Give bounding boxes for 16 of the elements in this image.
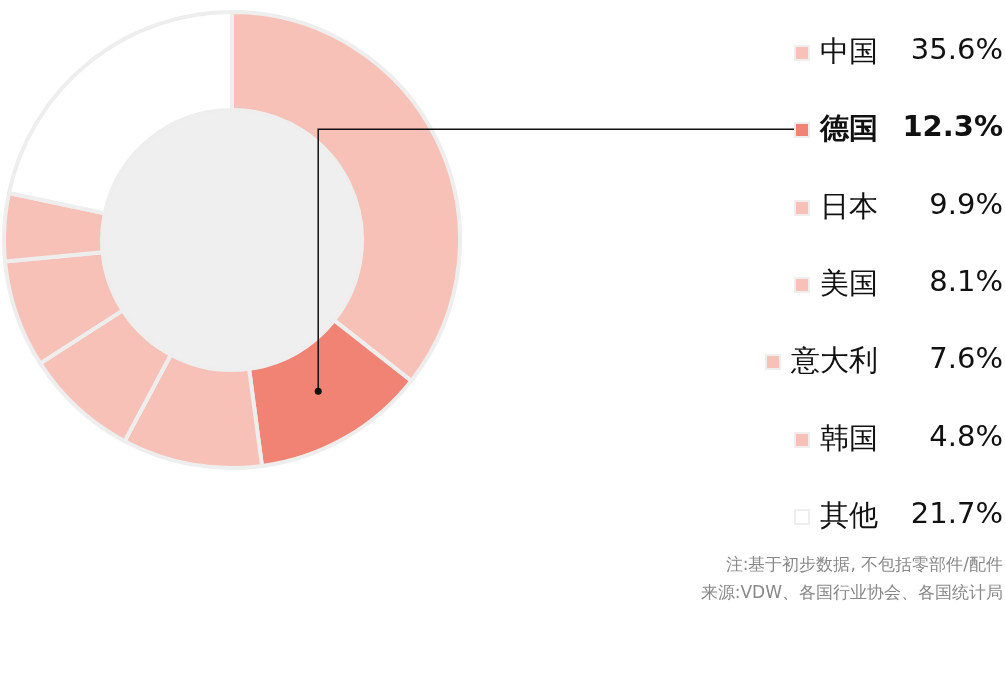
data-label: 8.1% xyxy=(929,263,1003,298)
data-label: 4.8% xyxy=(929,418,1003,453)
data-label: 7.6% xyxy=(929,341,1003,376)
legend-label: 其他 xyxy=(819,496,878,534)
data-label: 21.7% xyxy=(910,495,1003,530)
text: 注:基于初步数据, 不包括零部件/配件 xyxy=(725,553,1003,576)
legend-label: 日本 xyxy=(819,187,878,225)
legend-label: 美国 xyxy=(819,264,878,302)
data-label: 9.9% xyxy=(929,186,1003,221)
legend-label: 德国 xyxy=(818,110,878,148)
data-label: 35.6% xyxy=(910,32,1003,66)
data-label: 12.3% xyxy=(902,109,1003,144)
legend-label: 韩国 xyxy=(819,419,878,457)
source-note: 来源:VDW、各国行业协会、各国统计局 xyxy=(700,581,1003,604)
legend-label: 意大利 xyxy=(790,342,878,380)
legend-label: 中国 xyxy=(819,33,878,70)
